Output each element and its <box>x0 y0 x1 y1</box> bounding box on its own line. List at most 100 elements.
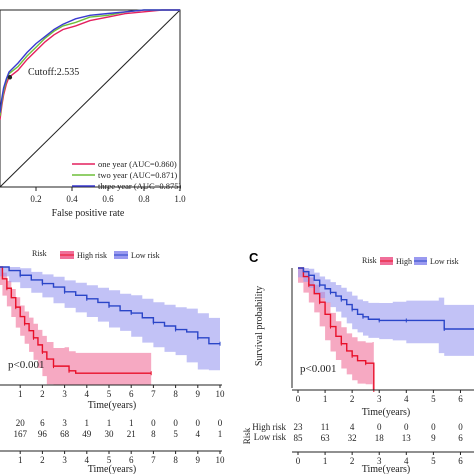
km-c-curve-1 <box>298 267 474 330</box>
km-left-risk-count: 5 <box>173 429 178 439</box>
roc-legend-label: three year (AUC=0.875) <box>98 181 182 191</box>
km-left-risk-count: 4 <box>196 429 201 439</box>
km-c-table-tick-label: 5 <box>431 456 436 466</box>
km-c-risk-count: 18 <box>375 433 385 443</box>
km-left-xtick-label: 10 <box>216 389 226 399</box>
km-left-xtick-label: 5 <box>107 389 112 399</box>
km-left-risk-count: 1 <box>218 429 223 439</box>
km-left-pvalue: p<0.001 <box>8 359 44 371</box>
roc-xtick-label: 1.0 <box>174 194 186 204</box>
panel-c-label: C <box>249 250 259 265</box>
km-left-xtick-label: 4 <box>85 389 90 399</box>
km-left-table-tick-label: 10 <box>216 455 226 465</box>
roc-diagonal <box>0 9 181 188</box>
km-c-risk-count: 0 <box>404 422 409 432</box>
roc-xtick-label: 0.8 <box>138 194 150 204</box>
km-left-risk-count: 21 <box>127 429 136 439</box>
km-left-table-tick-label: 5 <box>107 455 112 465</box>
km-c-risk-count: 9 <box>431 433 436 443</box>
km-left-legend-high-label: High risk <box>77 251 107 260</box>
km-c-table-tick-label: 6 <box>458 456 463 466</box>
km-left-ci-band-0 <box>0 267 152 385</box>
km-c-risk-count: 0 <box>431 422 436 432</box>
km-c-ci-band-1 <box>298 268 474 356</box>
km-left-risk-count: 8 <box>151 429 156 439</box>
km-left-table-tick-label: 6 <box>129 455 134 465</box>
km-panel-left: Risk High risk Low risk 012345678910 p<0… <box>0 249 225 474</box>
roc-xtick-label: 0.6 <box>102 194 114 204</box>
km-left-curve-0 <box>0 266 152 374</box>
km-left-xtick-label: 8 <box>173 389 178 399</box>
km-c-xtick-label: 4 <box>404 394 409 404</box>
km-left-risk-count: 1 <box>85 418 90 428</box>
km-left-risk-count: 96 <box>38 429 48 439</box>
km-left-risk-count: 0 <box>218 418 223 428</box>
km-left-xtick-label: 1 <box>18 389 23 399</box>
roc-panel: 0.2 0.4 0.6 0.8 1.0 Cutoff:2.535 False posit… <box>0 9 186 219</box>
km-left-xtick-label: 0 <box>0 389 1 399</box>
km-c-legend-title: Risk <box>362 256 377 265</box>
roc-line-2 <box>0 9 180 113</box>
km-left-table-x-label: Time(years) <box>88 464 137 474</box>
km-left-risk-count: 0 <box>196 418 201 428</box>
km-left-legend-low-label: Low risk <box>131 251 160 260</box>
km-c-xtick-label: 6 <box>458 394 463 404</box>
km-c-table-tick-label: 1 <box>323 456 328 466</box>
km-c-risk-count: 0 <box>458 422 463 432</box>
km-c-table-tick-label: 3 <box>377 456 382 466</box>
km-left-table-tick-label: 3 <box>62 455 67 465</box>
roc-xtick-label: 0.2 <box>30 194 41 204</box>
roc-legend: one year (AUC=0.860)two year (AUC=0.871)… <box>72 159 182 191</box>
km-c-xtick-label: 1 <box>323 394 328 404</box>
km-c-table-low-label: Low risk <box>254 432 287 442</box>
km-c-curve-0 <box>298 267 375 390</box>
km-c-risk-count: 4 <box>350 422 355 432</box>
km-left-risk-count: 0 <box>173 418 178 428</box>
km-left-risk-count: 6 <box>40 418 45 428</box>
km-left-table-tick-label: 2 <box>40 455 45 465</box>
km-c-table-high-label: High risk <box>252 422 286 432</box>
roc-x-axis-label: False positive rate <box>52 208 125 219</box>
km-left-table-tick-label: 9 <box>196 455 201 465</box>
km-left-risk-count: 68 <box>60 429 70 439</box>
km-left-legend-title: Risk <box>32 249 47 258</box>
km-c-table-tick-label: 0 <box>296 456 301 466</box>
km-left-risk-count: 20 <box>16 418 26 428</box>
km-c-table-tick-label: 4 <box>404 456 409 466</box>
km-c-risk-count: 23 <box>294 422 304 432</box>
km-c-risk-count: 32 <box>348 433 357 443</box>
km-left-ci-band-1 <box>0 267 220 371</box>
km-c-legend-low-label: Low risk <box>430 257 459 266</box>
km-c-table-x-label: Time(years) <box>362 464 411 474</box>
km-left-risk-count: 167 <box>13 429 27 439</box>
km-left-table-tick-label: 1 <box>18 455 23 465</box>
km-c-legend: Risk High risk Low risk <box>362 256 459 266</box>
km-left-risk-count: 30 <box>105 429 115 439</box>
roc-cutoff-point <box>7 75 13 80</box>
km-left-table-tick-label: 4 <box>85 455 90 465</box>
roc-legend-label: one year (AUC=0.860) <box>98 159 177 169</box>
km-left-xtick-label: 6 <box>129 389 134 399</box>
km-c-risk-count: 11 <box>321 422 330 432</box>
km-c-xtick-label: 0 <box>296 394 301 404</box>
km-c-risk-count: 6 <box>458 433 463 443</box>
km-c-xtick-label: 2 <box>350 394 355 404</box>
km-c-x-axis-label: Time(years) <box>362 407 411 418</box>
km-left-risk-count: 1 <box>107 418 112 428</box>
km-left-xtick-label: 3 <box>62 389 67 399</box>
km-left-xtick-label: 2 <box>40 389 45 399</box>
km-c-risk-count: 0 <box>377 422 382 432</box>
km-c-legend-high-label: High risk <box>396 257 426 266</box>
roc-cutoff-label: Cutoff:2.535 <box>28 67 79 78</box>
km-c-xtick-label: 3 <box>377 394 382 404</box>
roc-plot-frame <box>0 9 181 188</box>
km-c-risk-count: 85 <box>294 433 304 443</box>
km-left-x-axis-label: Time(years) <box>88 400 137 411</box>
km-c-xtick-label: 5 <box>431 394 436 404</box>
km-c-pvalue: p<0.001 <box>300 363 336 375</box>
km-left-risk-count: 3 <box>62 418 67 428</box>
km-left-risk-count: 0 <box>151 418 156 428</box>
roc-xtick-label: 0.4 <box>66 194 78 204</box>
roc-line-0 <box>0 9 180 120</box>
